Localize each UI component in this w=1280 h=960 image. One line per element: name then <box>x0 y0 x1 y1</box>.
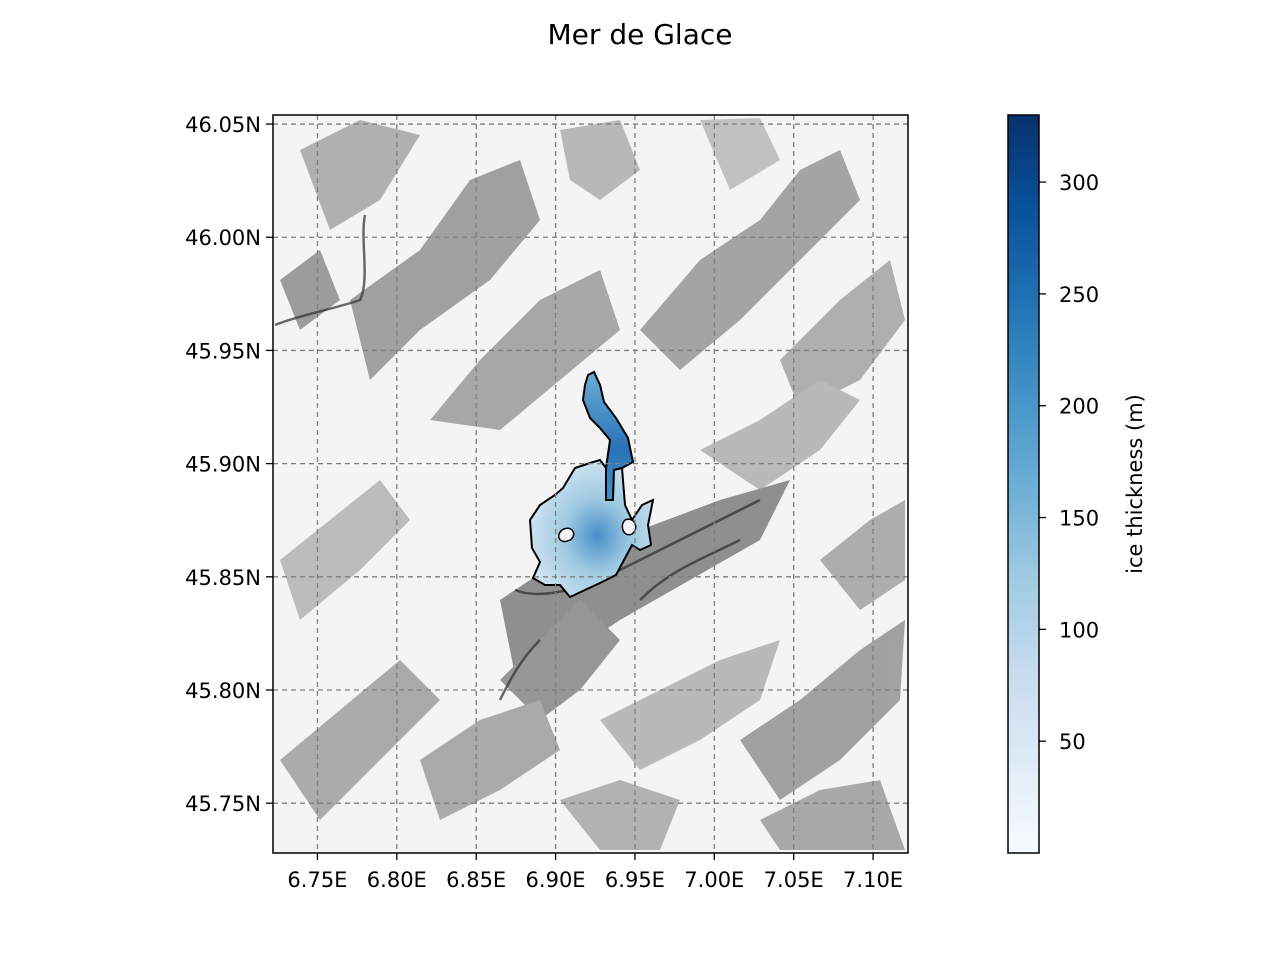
colorbar-label: ice thickness (m) <box>1123 394 1147 574</box>
hillshade-ridges <box>274 214 761 701</box>
colorbar-tick-label: 300 <box>1059 171 1099 195</box>
colorbar-ticks: 50 100 150 200 250 300 <box>1039 171 1099 754</box>
map-gridlines <box>273 115 908 853</box>
y-axis: 46.05N 46.00N 45.95N 45.90N 45.85N 45.80N 45.7… <box>185 113 273 816</box>
colorbar-tick-label: 250 <box>1059 283 1099 307</box>
colorbar-tick-label: 100 <box>1059 618 1099 642</box>
y-tick-label: 46.05N <box>185 113 261 137</box>
glacier-inclusion-outline <box>621 518 637 536</box>
map-panel <box>273 115 908 853</box>
map-frame <box>272 114 909 854</box>
x-tick-label: 6.75E <box>287 868 347 892</box>
x-tick-label: 7.10E <box>843 868 903 892</box>
colorbar-tick-label: 150 <box>1059 507 1099 531</box>
chart-title: Mer de Glace <box>548 18 733 51</box>
x-tick-label: 6.85E <box>446 868 506 892</box>
y-tick-label: 45.85N <box>185 566 261 590</box>
x-tick-label: 7.05E <box>764 868 824 892</box>
colorbar-tick-label: 50 <box>1059 730 1086 754</box>
y-tick-label: 45.90N <box>185 453 261 477</box>
y-tick-label: 45.95N <box>185 339 261 363</box>
x-tick-label: 6.90E <box>526 868 586 892</box>
x-tick-label: 7.00E <box>684 868 744 892</box>
y-tick-label: 46.00N <box>185 226 261 250</box>
x-tick-label: 6.95E <box>605 868 665 892</box>
glacier-ice-thickness <box>528 370 655 599</box>
colorbar-tick-label: 200 <box>1059 395 1099 419</box>
y-tick-label: 45.80N <box>185 679 261 703</box>
y-tick-label: 45.75N <box>185 792 261 816</box>
colorbar-gradient <box>1007 114 1040 854</box>
x-axis: 6.75E 6.80E 6.85E 6.90E 6.95E 7.00E 7.05E 7.10E <box>287 853 903 892</box>
glacier-inclusion-outline <box>558 527 575 543</box>
x-tick-label: 6.80E <box>367 868 427 892</box>
